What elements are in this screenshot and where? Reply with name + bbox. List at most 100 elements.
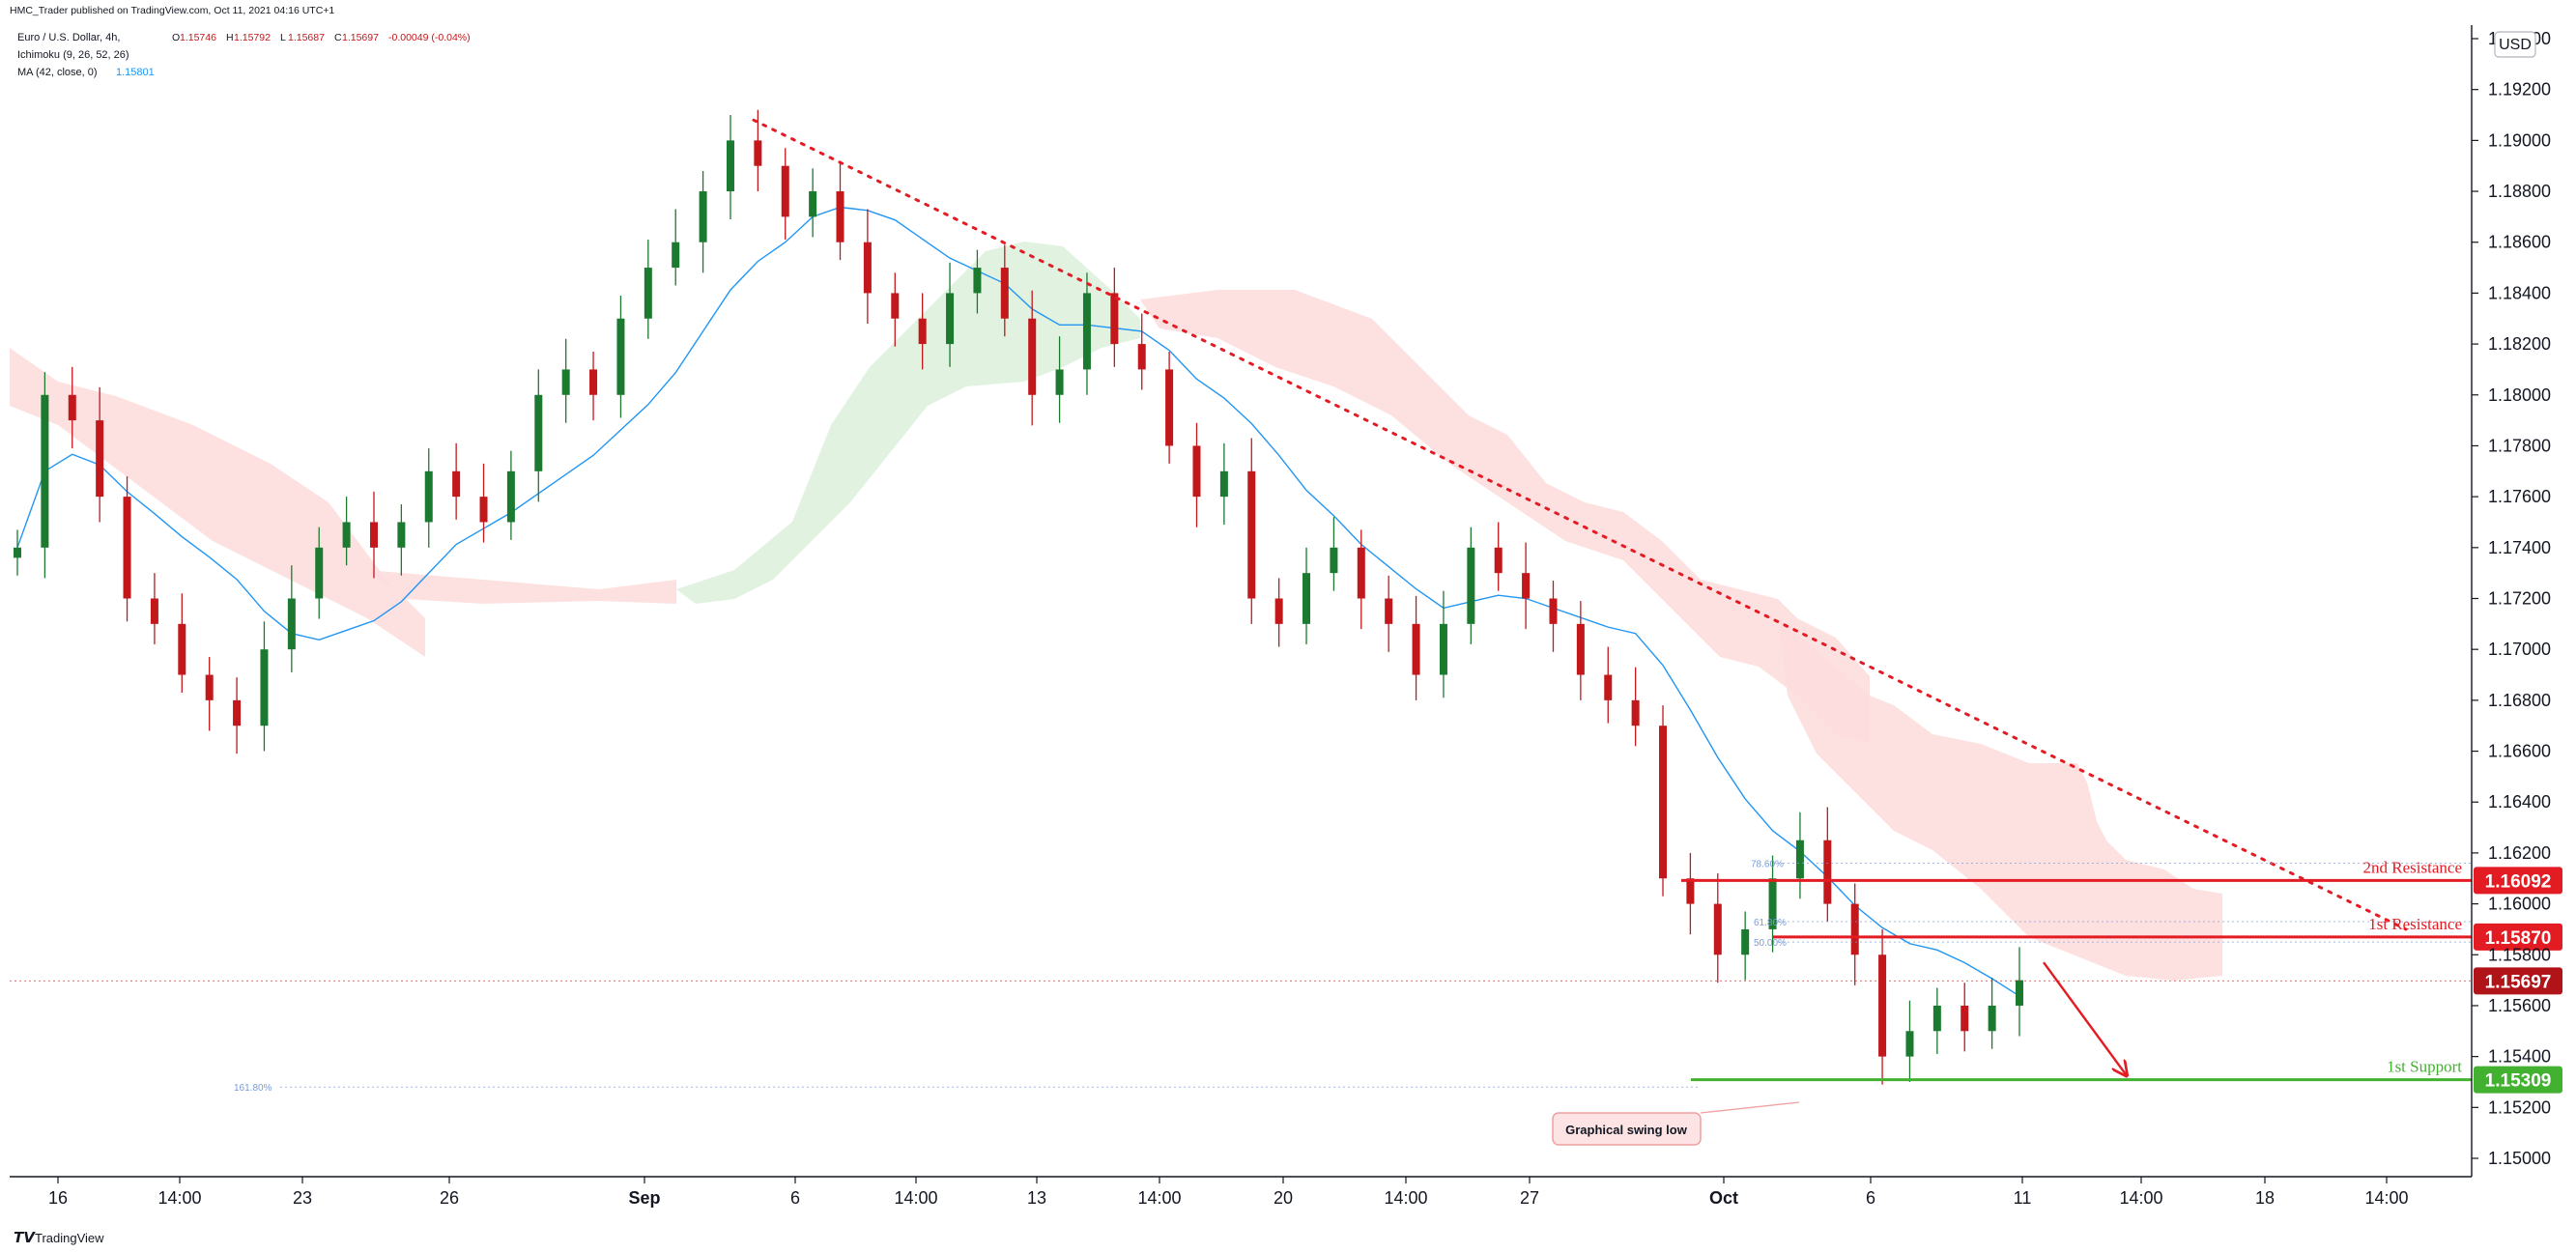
candle-body: [1137, 344, 1146, 370]
candle-body: [96, 420, 104, 498]
candle-body: [315, 547, 324, 599]
ichimoku-cloud-bearish: [1140, 290, 1870, 744]
support1-label: 1st Support: [2387, 1058, 2462, 1076]
fib-level-label: 50.00%: [1754, 938, 1787, 949]
ichimoku-cloud-bullish: [676, 242, 1140, 604]
resistance1-price-tag-label: 1.15870: [2485, 928, 2552, 949]
candle-body: [1082, 293, 1091, 370]
candle-body: [1795, 840, 1804, 879]
candle-body: [178, 623, 186, 675]
candle-body: [2016, 980, 2023, 1006]
candle-body: [287, 598, 296, 650]
currency-badge[interactable]: [2494, 31, 2536, 58]
candle-body: [726, 140, 734, 192]
candle-body: [699, 191, 707, 242]
support1-price-tag[interactable]: [2474, 1066, 2562, 1094]
candle-body: [1768, 878, 1777, 929]
price-tick-label: 1.17600: [2488, 487, 2551, 506]
candle-body: [946, 293, 955, 345]
candle-body: [1330, 547, 1338, 574]
resistance2-price-tag[interactable]: [2474, 867, 2562, 895]
time-tick-label: 26: [440, 1188, 459, 1208]
candle-body: [863, 242, 872, 294]
candle-body: [123, 497, 131, 599]
ohlc-value-H: 1.15792: [234, 32, 271, 43]
price-tick-label: 1.15400: [2488, 1047, 2551, 1067]
time-tick-label: 14:00: [2119, 1188, 2162, 1208]
price-tick-label: 1.16400: [2488, 792, 2551, 812]
price-tick-label: 1.17400: [2488, 538, 2551, 557]
symbol-label: Euro / U.S. Dollar, 4h,: [17, 32, 120, 43]
ma-value: 1.15801: [116, 67, 155, 78]
published-line: HMC_Trader published on TradingView.com,…: [10, 5, 334, 16]
projection-arrow: [2043, 961, 2126, 1074]
candle-body: [68, 394, 76, 421]
candle-body: [1110, 293, 1119, 345]
swing-low-callout: [1552, 1112, 1702, 1146]
resistance2-label: 2nd Resistance: [2363, 858, 2462, 876]
time-tick-label: 18: [2255, 1188, 2275, 1208]
brand-label: TradingView: [35, 1231, 104, 1245]
descending-trendline: [752, 118, 2408, 931]
time-tick-label: 20: [1274, 1188, 1293, 1208]
price-tick-label: 1.16200: [2488, 843, 2551, 863]
ohlc-label-L: L: [280, 32, 286, 43]
ma-line: [16, 206, 2020, 997]
candle-body: [1576, 623, 1585, 675]
price-tick-label: 1.15800: [2488, 945, 2551, 964]
price-tick-label: 1.17800: [2488, 436, 2551, 455]
price-axis[interactable]: 1.194001.192001.190001.188001.186001.184…: [2472, 29, 2551, 1168]
time-tick-label: Oct: [1709, 1188, 1738, 1208]
candle-body: [1494, 547, 1503, 574]
candle-body: [342, 522, 351, 548]
candle-body: [561, 369, 570, 395]
price-tick-label: 1.19000: [2488, 130, 2551, 150]
candle-body: [1659, 726, 1668, 879]
currency-label: USD: [2499, 37, 2532, 53]
candle-body: [1686, 878, 1695, 904]
candle-body: [1961, 1005, 1969, 1032]
candle-body: [14, 547, 21, 558]
candle-body: [506, 470, 515, 523]
swing-low-pointer: [1700, 1101, 1800, 1114]
candle-body: [1274, 598, 1283, 624]
time-tick-label: Sep: [628, 1188, 660, 1208]
last-price-tag[interactable]: [2474, 967, 2562, 995]
candle-body: [891, 293, 900, 319]
resistance1-label: 1st Resistance: [2368, 915, 2462, 933]
time-tick-label: 11: [2014, 1188, 2032, 1208]
candle-body: [1219, 470, 1228, 498]
time-tick-label: 14:00: [894, 1188, 937, 1208]
ichimoku-label: Ichimoku (9, 26, 52, 26): [17, 49, 129, 61]
candle-body: [397, 522, 406, 548]
ma-42-line: [16, 206, 2020, 997]
price-tick-label: 1.17000: [2488, 640, 2551, 659]
price-tick-label: 1.18800: [2488, 182, 2551, 201]
candle-body: [1055, 369, 1064, 395]
candle-body: [41, 394, 49, 548]
candle-body: [452, 470, 461, 498]
candle-body: [1522, 573, 1531, 599]
candle-body: [1439, 623, 1447, 675]
candle-body: [1247, 470, 1256, 599]
candle-body: [479, 497, 488, 523]
fib-level-label: 78.60%: [1751, 859, 1784, 869]
resistance1-price-tag[interactable]: [2474, 923, 2562, 951]
ma-label: MA (42, close, 0): [17, 67, 98, 78]
candle-body: [809, 191, 817, 217]
candle-body: [1905, 1031, 1914, 1057]
ichimoku-cloud: [10, 242, 2222, 981]
candle-body: [1741, 928, 1750, 955]
candle-body: [589, 369, 598, 395]
candle-body: [369, 522, 378, 548]
time-tick-label: 16: [48, 1188, 68, 1208]
tradingview-logo-icon: 𝙏𝙑: [14, 1230, 36, 1246]
time-tick-label: 6: [1866, 1188, 1875, 1208]
time-axis[interactable]: 16 14:00 23 26 Sep 6 14:00 13 14:00 20 14:00 27 Oct 6…: [48, 1177, 2409, 1208]
candle-body: [1165, 369, 1174, 446]
time-tick-label: 14:00: [2364, 1188, 2408, 1208]
swing-low-label: Graphical swing low: [1565, 1123, 1688, 1137]
candle-body: [260, 649, 269, 726]
candle-body: [1467, 547, 1475, 624]
